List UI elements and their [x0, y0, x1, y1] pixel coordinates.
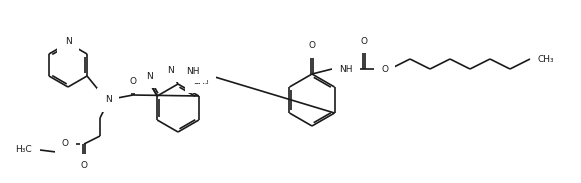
Text: O: O [130, 76, 137, 85]
Text: N: N [64, 37, 71, 46]
Text: CH₃: CH₃ [538, 55, 555, 64]
Text: CH₃: CH₃ [192, 77, 209, 86]
Text: NH: NH [339, 64, 353, 74]
Text: O: O [381, 64, 388, 74]
Text: O: O [81, 162, 88, 171]
Text: O: O [62, 139, 69, 148]
Text: NH: NH [186, 67, 200, 76]
Text: N: N [105, 96, 112, 104]
Text: O: O [309, 42, 315, 51]
Text: N: N [146, 72, 153, 81]
Text: O: O [360, 36, 368, 46]
Text: N: N [167, 66, 174, 75]
Text: H₃C: H₃C [15, 145, 32, 154]
